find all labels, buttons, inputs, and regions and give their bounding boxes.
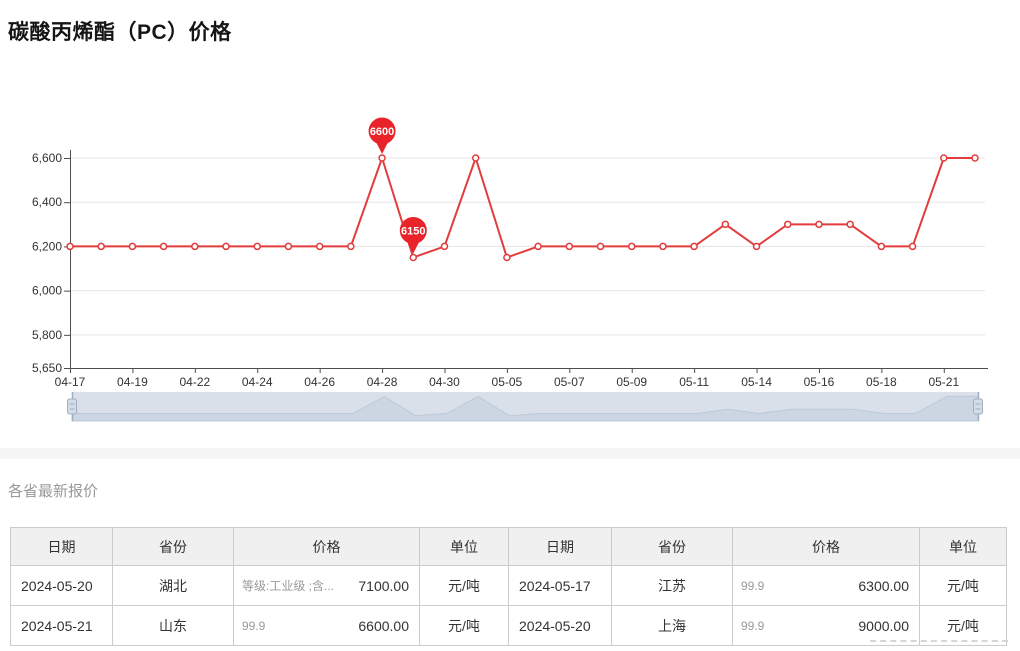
cell-unit: 元/吨 [919,605,1007,646]
svg-text:6,400: 6,400 [32,195,62,209]
cell-province: 山东 [112,605,234,646]
col-header-province: 省份 [112,527,234,566]
price-line-chart: 5,650 5,800 6,000 6,200 6,400 6,600 04-17 04-19… [32,117,988,422]
price-spec: 99.9 [741,578,765,593]
price-spec: 99.9 [741,618,765,633]
min-pin: 6150 [399,216,427,254]
cell-date: 2024-05-21 [10,605,113,646]
axes [64,150,988,373]
svg-text:05-16: 05-16 [804,375,835,389]
navigator-selected-range[interactable] [72,392,978,421]
navigator-left-handle[interactable] [67,392,77,421]
svg-text:04-30: 04-30 [429,375,460,389]
cell-province: 湖北 [112,565,234,606]
svg-text:04-22: 04-22 [179,375,210,389]
svg-text:6,200: 6,200 [32,239,62,253]
price-value: 9000.00 [858,617,909,634]
col-header-unit: 单位 [919,527,1007,566]
svg-text:05-05: 05-05 [492,375,523,389]
cell-province: 上海 [611,605,733,646]
x-axis-labels: 04-17 04-19 04-22 04-24 04-26 04-28 04-30 05-05… [55,375,960,389]
svg-text:6150: 6150 [401,225,425,237]
svg-text:04-17: 04-17 [55,375,86,389]
col-header-price: 价格 [732,527,920,566]
col-header-unit: 单位 [419,527,509,566]
svg-text:05-14: 05-14 [741,375,772,389]
cell-date: 2024-05-20 [508,605,612,646]
svg-text:04-26: 04-26 [304,375,335,389]
svg-text:05-09: 05-09 [616,375,647,389]
col-header-price: 价格 [233,527,420,566]
svg-text:6600: 6600 [370,126,394,138]
cell-price: 99.9 6600.00 [233,605,420,646]
table-row: 2024-05-21 山东 99.9 6600.00 元/吨 2024-05-20 上海 99… [10,605,1007,646]
svg-text:5,800: 5,800 [32,328,62,342]
svg-text:04-24: 04-24 [242,375,273,389]
section-title: 各省最新报价 [8,483,99,500]
svg-text:05-07: 05-07 [554,375,585,389]
cell-unit: 元/吨 [919,565,1007,606]
watermark-dashes [870,634,1008,642]
table-header-row: 日期 省份 价格 单位 日期 省份 价格 单位 [10,527,1007,566]
svg-text:04-28: 04-28 [367,375,398,389]
svg-text:04-19: 04-19 [117,375,148,389]
col-header-date: 日期 [10,527,113,566]
svg-text:05-18: 05-18 [866,375,897,389]
cell-price: 99.9 6300.00 [732,565,920,606]
table-row: 2024-05-20 湖北 等级:工业级 ;含... 7100.00 元/吨 2024-0… [10,565,1007,606]
svg-text:5,650: 5,650 [32,361,62,375]
svg-text:6,600: 6,600 [32,151,62,165]
svg-text:6,000: 6,000 [32,284,62,298]
cell-price: 等级:工业级 ;含... 7100.00 [233,565,420,606]
navigator-data-shadow [71,395,979,422]
price-line [70,157,975,259]
navigator-right-handle[interactable] [973,392,983,421]
navigator[interactable] [67,392,983,422]
data-point-markers [66,154,979,262]
cell-unit: 元/吨 [419,565,509,606]
svg-text:05-21: 05-21 [928,375,959,389]
cell-date: 2024-05-20 [10,565,113,606]
cell-unit: 元/吨 [419,605,509,646]
price-value: 6300.00 [858,577,909,594]
max-pin: 6600 [368,117,396,154]
page-title: 碳酸丙烯酯（PC）价格 [8,21,232,44]
cell-date: 2024-05-17 [508,565,612,606]
cell-province: 江苏 [611,565,733,606]
price-value: 7100.00 [358,577,409,594]
price-spec: 99.9 [242,618,266,633]
price-value: 6600.00 [358,617,409,634]
col-header-date: 日期 [508,527,612,566]
col-header-province: 省份 [611,527,733,566]
latest-quotes-table: 日期 省份 价格 单位 日期 省份 价格 单位 2024-05-20 湖北 等级:工业级 ;含..… [10,527,1007,646]
svg-text:05-11: 05-11 [679,375,709,389]
y-axis-labels: 5,650 5,800 6,000 6,200 6,400 6,600 [32,151,62,375]
section-divider-band [0,448,1020,459]
price-spec: 等级:工业级 ;含... [242,579,335,593]
